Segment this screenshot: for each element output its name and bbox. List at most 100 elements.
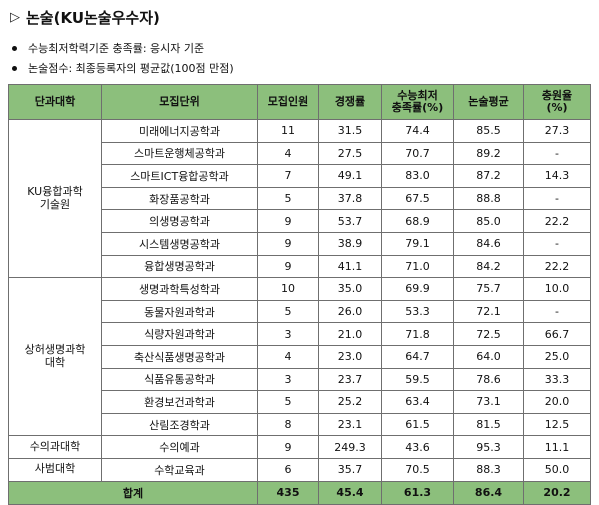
note-text: 논술점수: 최종등록자의 평균값(100점 만점)	[28, 62, 234, 75]
cell-csat-rate: 69.9	[381, 277, 454, 301]
cell-competition-rate: 23.0	[318, 344, 382, 369]
cell-essay-avg: 75.7	[453, 277, 524, 301]
cell-competition-rate: 23.1	[318, 412, 382, 437]
table-row: 시스템생명공학과 9 38.9 79.1 84.6-	[9, 231, 591, 256]
cell-quota: 9	[257, 435, 319, 459]
cell-competition-rate: 35.0	[318, 277, 382, 301]
table-row: 식품유통공학과 3 23.7 59.5 78.6 33.3	[9, 367, 591, 392]
cell-department: 식량자원과학과	[101, 322, 258, 346]
header-csat-rate: 수능최저 충족률(%)	[381, 84, 454, 120]
cell-fill-rate: 33.3	[523, 367, 591, 392]
cell-department: 동물자원과학과	[101, 299, 258, 324]
cell-competition-rate: 37.8	[318, 186, 382, 211]
cell-quota: 7	[257, 164, 319, 188]
cell-department: 산림조경학과	[101, 412, 258, 437]
cell-csat-rate: 71.8	[381, 322, 454, 346]
cell-essay-avg: 81.5	[453, 412, 524, 437]
cell-essay-avg: 95.3	[453, 435, 524, 459]
cell-essay-avg: 88.3	[453, 457, 524, 482]
cell-quota: 9	[257, 231, 319, 256]
cell-fill-rate: 11.1	[523, 435, 591, 459]
header-fill-rate: 충원율 (%)	[523, 84, 591, 120]
table-row: 사범대학 수학교육과 6 35.7 70.5 88.3 50.0	[8, 457, 591, 482]
cell-quota: 5	[257, 390, 319, 414]
cell-quota: 4	[257, 141, 319, 166]
table-row: 의생명공학과 9 53.7 68.9 85.0 22.2	[9, 209, 591, 233]
cell-essay-avg: 89.2	[453, 141, 524, 166]
cell-csat-rate: 59.5	[381, 367, 454, 392]
cell-department: 식품유통공학과	[101, 367, 258, 392]
cell-quota: 9	[257, 209, 319, 233]
cell-department: 수의예과	[101, 435, 258, 459]
cell-quota: 10	[257, 277, 319, 301]
cell-csat-rate: 67.5	[381, 186, 454, 211]
table-row: 상허생명과학 대학 생명과학특성학과 10 35.0 69.9 75.7 10.0	[8, 277, 591, 437]
cell-department: 생명과학특성학과	[101, 277, 258, 301]
cell-department: 시스템생명공학과	[101, 231, 258, 256]
cell-essay-avg: 72.5	[453, 322, 524, 346]
cell-csat-rate: 70.5	[381, 457, 454, 482]
cell-quota: 5	[257, 186, 319, 211]
cell-fill-rate: 22.2	[523, 209, 591, 233]
page-title-text: 논술(KU논술우수자)	[26, 8, 160, 27]
cell-fill-rate: 14.3	[523, 164, 591, 188]
cell-quota: 11	[257, 119, 319, 143]
header-department: 모집단위	[101, 84, 258, 120]
cell-essay-avg: 73.1	[453, 390, 524, 414]
cell-department: 융합생명공학과	[101, 254, 258, 279]
total-csat-rate: 61.3	[381, 480, 454, 505]
cell-competition-rate: 23.7	[318, 367, 382, 392]
cell-essay-avg: 84.6	[453, 231, 524, 256]
header-competition-rate: 경쟁률	[318, 84, 382, 120]
table-row: 수의과대학 수의예과 9 249.3 43.6 95.3 11.1	[8, 435, 591, 459]
cell-fill-rate: -	[523, 186, 591, 211]
cell-department: 미래에너지공학과	[101, 119, 258, 143]
page-title: ▷ 논술(KU논술우수자)	[10, 4, 160, 30]
cell-fill-rate: 22.2	[523, 254, 591, 279]
cell-fill-rate: 50.0	[523, 457, 591, 482]
header-essay-avg: 논술평균	[453, 84, 524, 120]
table-row: KU융합과학 기술원 미래에너지공학과 11 31.5 74.4 85.5 27.3	[8, 118, 591, 279]
table-row: 산림조경학과 8 23.1 61.5 81.5 12.5	[9, 412, 591, 437]
cell-csat-rate: 79.1	[381, 231, 454, 256]
cell-fill-rate: 66.7	[523, 322, 591, 346]
cell-department: 축산식품생명공학과	[101, 344, 258, 369]
cell-csat-rate: 63.4	[381, 390, 454, 414]
cell-competition-rate: 35.7	[318, 457, 382, 482]
cell-csat-rate: 53.3	[381, 299, 454, 324]
cell-competition-rate: 38.9	[318, 231, 382, 256]
cell-quota: 8	[257, 412, 319, 437]
cell-quota: 4	[257, 344, 319, 369]
cell-essay-avg: 87.2	[453, 164, 524, 188]
total-competition-rate: 45.4	[318, 480, 382, 505]
cell-fill-rate: 20.0	[523, 390, 591, 414]
admission-table: 단과대학 모집단위 모집인원 경쟁률 수능최저 충족률(%) 논술평균 충원율 (%) KU융합…	[8, 84, 591, 505]
cell-essay-avg: 72.1	[453, 299, 524, 324]
cell-fill-rate: 25.0	[523, 344, 591, 369]
cell-essay-avg: 64.0	[453, 344, 524, 369]
college-cell: KU융합과학 기술원	[8, 118, 102, 279]
cell-fill-rate: -	[523, 141, 591, 166]
total-label: 합계	[8, 480, 258, 505]
header-college: 단과대학	[8, 84, 102, 120]
cell-competition-rate: 41.1	[318, 254, 382, 279]
cell-competition-rate: 53.7	[318, 209, 382, 233]
cell-competition-rate: 31.5	[318, 119, 382, 143]
cell-department: 스마트운행체공학과	[101, 141, 258, 166]
cell-csat-rate: 83.0	[381, 164, 454, 188]
table-header-row: 단과대학 모집단위 모집인원 경쟁률 수능최저 충족률(%) 논술평균 충원율 (%)	[8, 84, 591, 120]
table-row: 환경보건과학과 5 25.2 63.4 73.1 20.0	[9, 390, 591, 414]
cell-csat-rate: 61.5	[381, 412, 454, 437]
cell-department: 화장품공학과	[101, 186, 258, 211]
bullet-icon	[12, 45, 17, 51]
cell-competition-rate: 49.1	[318, 164, 382, 188]
cell-quota: 5	[257, 299, 319, 324]
cell-fill-rate: 12.5	[523, 412, 591, 437]
college-cell: 수의과대학	[8, 435, 102, 459]
cell-department: 수학교육과	[101, 457, 258, 482]
cell-competition-rate: 27.5	[318, 141, 382, 166]
cell-competition-rate: 26.0	[318, 299, 382, 324]
table-row: 융합생명공학과 9 41.1 71.0 84.2 22.2	[9, 254, 591, 279]
cell-competition-rate: 21.0	[318, 322, 382, 346]
cell-department: 스마트ICT융합공학과	[101, 164, 258, 188]
